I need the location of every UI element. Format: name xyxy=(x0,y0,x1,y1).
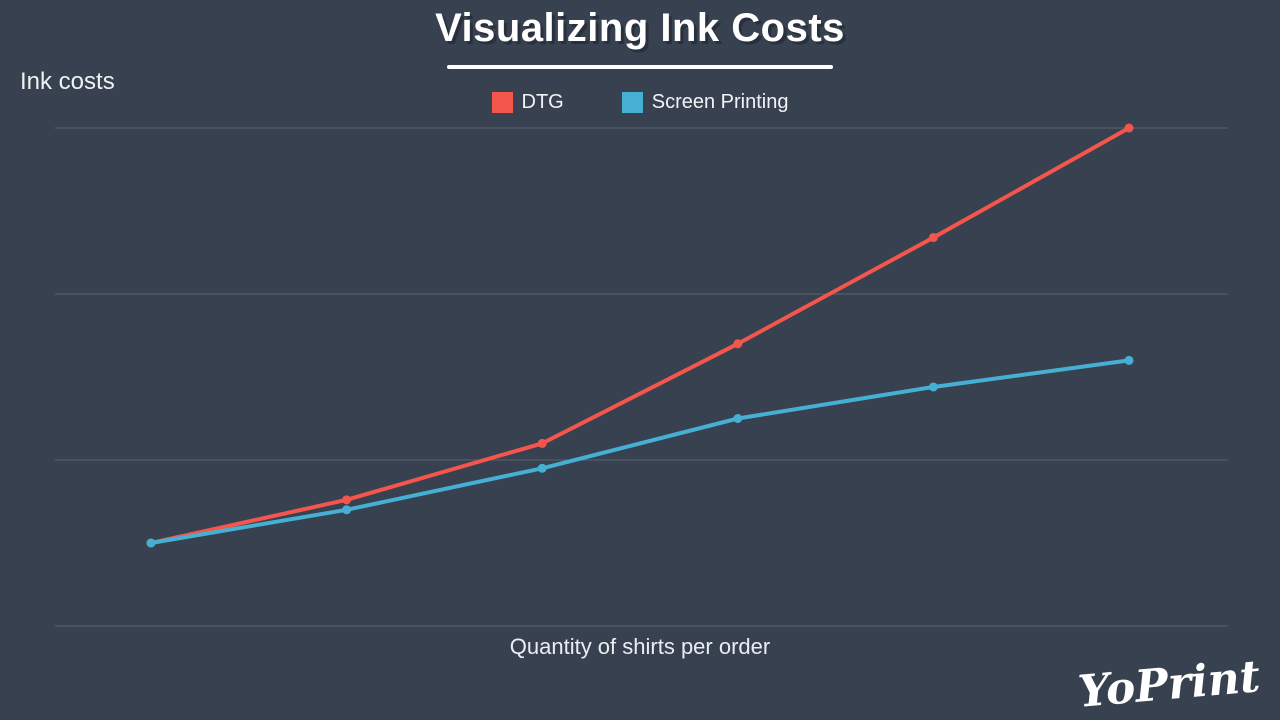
legend-swatch-dtg-icon xyxy=(491,92,513,113)
legend-swatch-screen-printing-icon xyxy=(621,92,643,113)
title-underline xyxy=(447,65,833,69)
y-axis-label: Ink costs xyxy=(20,68,115,95)
chart-legend: DTG Screen Printing xyxy=(0,91,1280,114)
page-title: Visualizing Ink Costs xyxy=(435,6,845,50)
legend-label-dtg: DTG xyxy=(521,91,564,113)
legend-item-screen-printing: Screen Printing xyxy=(621,91,789,114)
legend-item-dtg: DTG xyxy=(491,91,564,114)
x-axis-label: Quantity of shirts per order xyxy=(509,634,771,659)
legend-label-screen-printing: Screen Printing xyxy=(651,91,789,113)
